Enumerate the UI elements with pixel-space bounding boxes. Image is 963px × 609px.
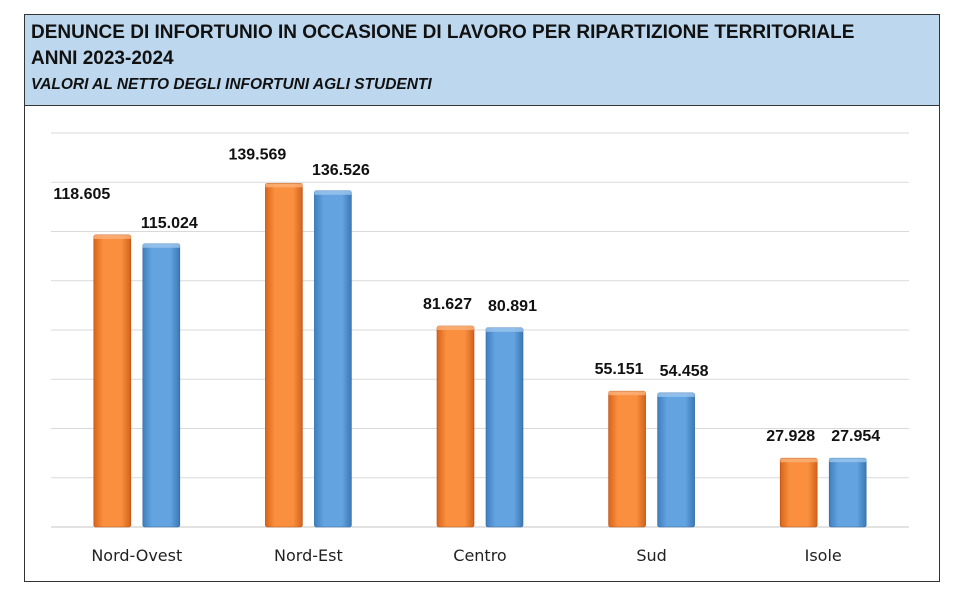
data-label-isole-2024: 27.954 xyxy=(831,428,880,445)
data-label-sud-2024: 54.458 xyxy=(660,363,709,380)
bar-top-highlight xyxy=(780,458,818,463)
bar-top-highlight xyxy=(93,234,131,239)
category-label-nord-ovest: Nord-Ovest xyxy=(91,546,182,565)
data-label-isole-2023: 27.928 xyxy=(766,428,815,445)
data-label-nord-ovest-2024: 115.024 xyxy=(141,215,198,232)
chart-subtitle: VALORI AL NETTO DEGLI INFORTUNI AGLI STU… xyxy=(31,76,432,93)
bars xyxy=(93,183,867,528)
data-label-nord-ovest-2023: 118.605 xyxy=(53,186,110,203)
bar-top-highlight xyxy=(608,391,646,396)
bar-top-highlight xyxy=(829,458,867,463)
bar-nord-ovest-2023 xyxy=(93,234,132,528)
data-label-centro-2024: 80.891 xyxy=(488,298,537,315)
bar-top-highlight xyxy=(314,190,352,195)
bar-top-highlight xyxy=(265,183,303,188)
data-label-nord-est-2023: 139.569 xyxy=(228,146,286,163)
data-label-sud-2023: 55.151 xyxy=(595,361,644,378)
bar-nord-ovest-2024 xyxy=(142,243,181,528)
bar-isole-2023 xyxy=(779,457,818,528)
bar-top-highlight xyxy=(657,392,695,397)
chart-header: DENUNCE DI INFORTUNIO IN OCCASIONE DI LA… xyxy=(25,15,939,106)
bar-top-highlight xyxy=(142,243,180,248)
category-label-sud: Sud xyxy=(636,546,666,565)
chart-frame: DENUNCE DI INFORTUNIO IN OCCASIONE DI LA… xyxy=(24,14,940,582)
chart-title-line1: DENUNCE DI INFORTUNIO IN OCCASIONE DI LA… xyxy=(31,22,855,43)
bar-sud-2023 xyxy=(608,390,646,528)
category-axis: Nord-Ovest Nord-Est Centro Sud Isole xyxy=(91,546,841,565)
chart-title-line2: ANNI 2023-2024 xyxy=(31,48,174,69)
bar-top-highlight xyxy=(437,325,474,330)
bar-nord-est-2023 xyxy=(265,183,303,528)
bar-sud-2024 xyxy=(657,392,695,528)
bar-top-highlight xyxy=(486,327,523,332)
bar-centro-2024 xyxy=(485,327,524,528)
data-labels: 118.605 115.024 139.569 136.526 81.627 80.891… xyxy=(53,146,880,445)
category-label-isole: Isole xyxy=(805,546,842,565)
bar-centro-2023 xyxy=(436,325,475,528)
bar-chart: 118.605 115.024 139.569 136.526 81.627 80.891… xyxy=(51,132,909,565)
data-label-nord-est-2024: 136.526 xyxy=(312,162,370,179)
gridlines xyxy=(51,132,909,528)
bar-isole-2024 xyxy=(828,457,867,528)
bar-nord-est-2024 xyxy=(314,190,352,528)
category-label-centro: Centro xyxy=(453,546,506,565)
data-label-centro-2023: 81.627 xyxy=(423,296,472,313)
category-label-nord-est: Nord-Est xyxy=(274,546,343,565)
